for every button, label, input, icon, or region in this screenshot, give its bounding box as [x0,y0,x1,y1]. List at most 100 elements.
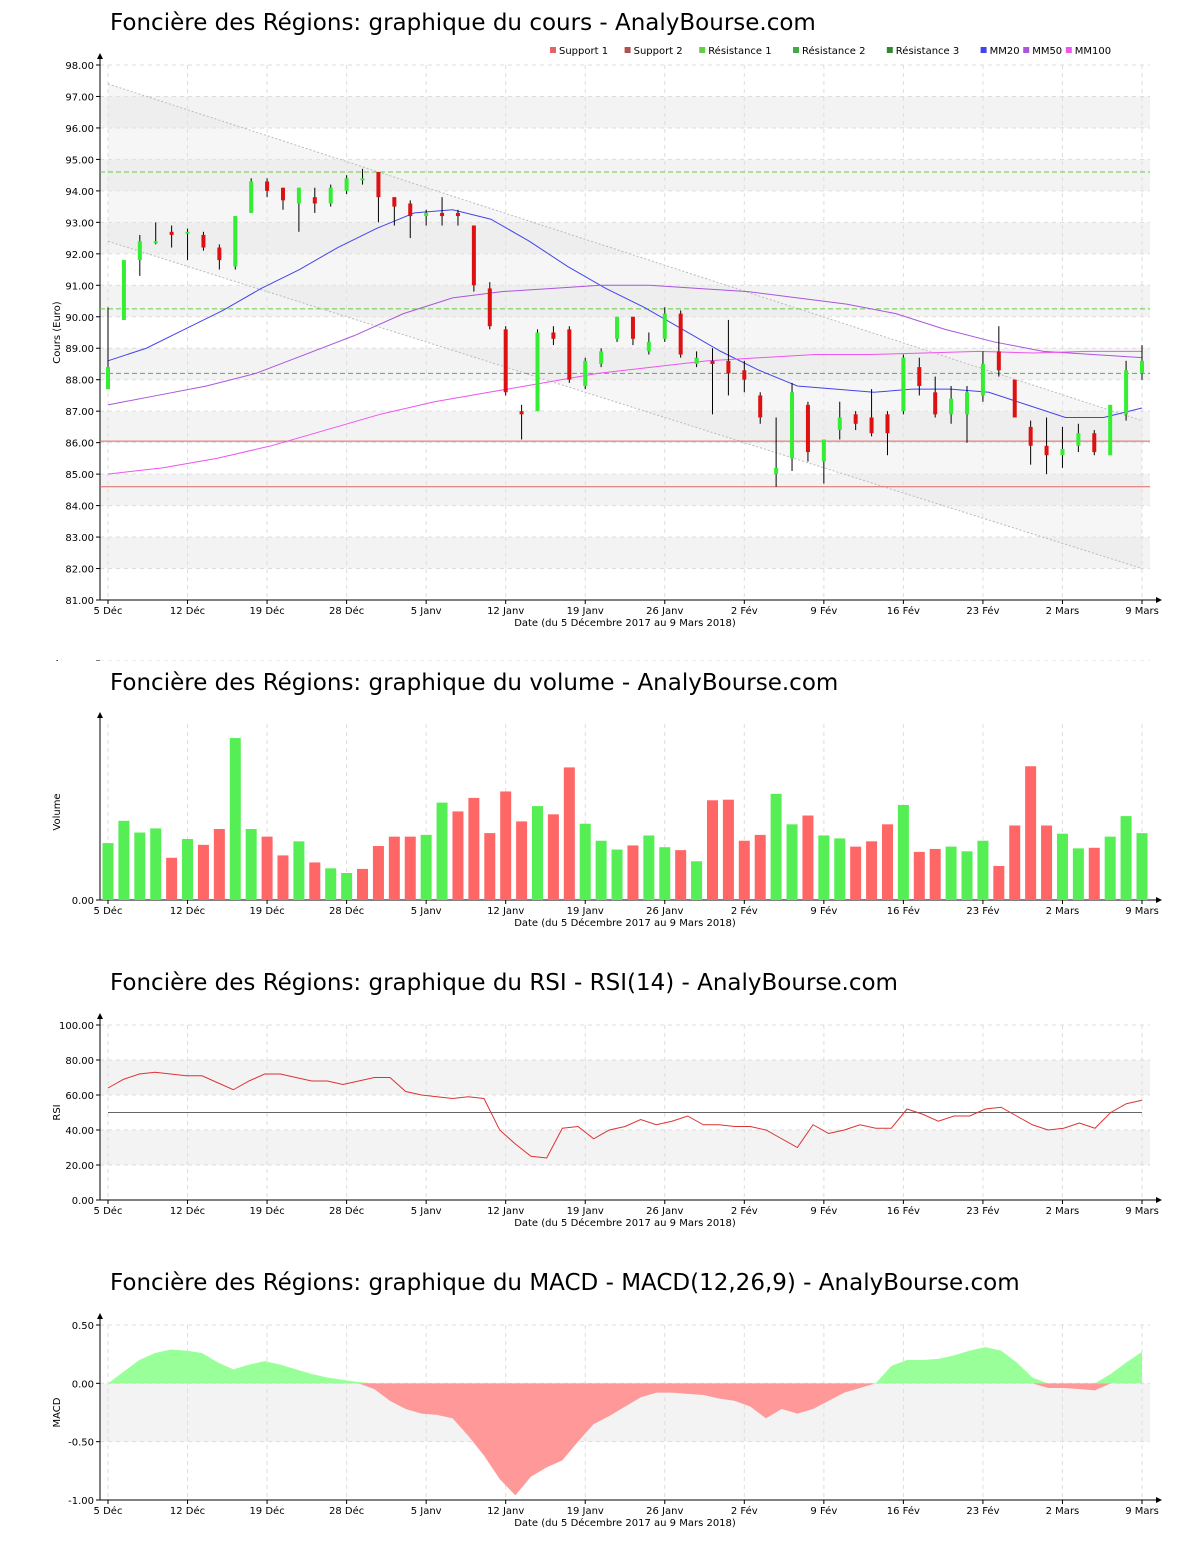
volume-bar [452,811,464,900]
rsi-chart: 0.00 20.00 40.00 60.00 80.00 100.00 5 Déc 12 Dé… [52,1013,1162,1229]
volume-y-axis-label: Volume [52,793,63,830]
volume-x-tick-label: 23 Fév [966,905,999,917]
volume-bar [1025,766,1037,900]
volume-bar [913,851,925,900]
candle-body [312,197,317,204]
trend-channel [108,83,1142,569]
volume-bar [293,841,305,900]
macd-x-arrow [1156,1497,1162,1503]
volume-bar [1104,836,1116,900]
price-x-tick-label: 12 Janv [487,606,524,617]
macd-negative-area [108,1383,1142,1496]
rsi-x-tick-label: 12 Janv [487,1206,524,1217]
price-grid-band [100,537,1150,569]
legend-label: MM20 [990,46,1020,57]
volume-y-tick-label: 200,000.00 [37,660,94,663]
candle-body [328,187,333,204]
volume-bar [341,873,353,900]
volume-bar [325,868,337,900]
candle-body [583,360,588,386]
volume-bar [818,835,830,900]
volume-bar [579,823,591,900]
volume-bar [802,815,814,900]
rsi-x-tick-label: 2 Fév [731,1205,758,1217]
macd-x-tick-label: 23 Fév [966,1505,999,1517]
candle-body [805,404,810,453]
rsi-y-tick-label: 0.00 [72,1196,94,1207]
candle-body [440,212,445,217]
candle-body [599,351,604,364]
rsi-x-tick-label: 23 Fév [966,1205,999,1217]
trend-line-upper [107,83,1143,422]
legend-label: MM100 [1075,46,1111,57]
volume-bar [436,802,448,900]
volume-bar [675,850,687,900]
volume-x-tick-label: 9 Fév [810,905,837,917]
volume-x-tick-label: 2 Fév [731,905,758,917]
candle-body [567,329,572,380]
macd-x-tick-label: 9 Fév [810,1505,837,1517]
volume-bar [850,846,862,900]
volume-bar [197,844,209,900]
price-x-tick-label: 9 Mars [1125,606,1159,617]
price-y-tick-label: 90.00 [65,313,94,324]
candle-body [408,203,413,217]
volume-bar [118,820,130,900]
rsi-y-tick-label: 100.00 [59,1021,94,1032]
price-x-tick-label: 19 Déc [249,605,284,617]
price-grid-band [100,474,1150,506]
macd-y-axis-label: MACD [52,1397,63,1427]
macd-x-tick-label: 28 Déc [329,1505,364,1517]
candle-body [726,360,731,374]
candle-body [296,187,301,204]
volume-bar [357,868,369,900]
volume-x-tick-label: 5 Janv [411,906,442,917]
macd-x-tick-label: 5 Déc [94,1505,123,1517]
candle-body [519,411,524,415]
candle-body [821,439,826,462]
macd-y-tick-label: 0.00 [72,1379,94,1390]
legend-swatch [624,47,631,53]
volume-bar [484,833,496,900]
volume-bar [977,840,989,900]
candle-body [774,467,779,475]
rsi-y-tick-label: 40.00 [65,1126,94,1137]
volume-x-tick-label: 16 Fév [887,905,920,917]
volume-bar [770,793,782,900]
price-grid-band [100,348,1150,380]
rsi-x-arrow [1156,1197,1162,1203]
volume-bar [738,840,750,900]
volume-bar [372,846,384,900]
volume-y-arrow [97,712,103,718]
candle-body [678,313,683,355]
rsi-x-tick-label: 5 Déc [94,1205,123,1217]
candle-body [646,341,651,352]
candle-body [662,313,667,339]
volume-x-tick-label: 5 Déc [94,905,123,917]
legend-swatch [550,47,556,53]
legend-swatch [699,47,706,53]
candle-body [455,212,460,217]
price-y-tick-label: 87.00 [65,407,94,418]
rsi-x-tick-label: 12 Déc [170,1205,205,1217]
macd-x-tick-label: 12 Janv [487,1506,524,1517]
volume-bar [261,836,273,900]
legend-label: Support 2 [634,46,683,57]
macd-x-axis-label: Date (du 5 Décembre 2017 au 9 Mars 2018) [514,1517,736,1529]
volume-y-tick-label: 150,000.00 [37,660,94,663]
price-x-tick-label: 28 Déc [329,605,364,617]
volume-chart: 0.00 50,000.00100,000.00150,000.00200,000… [37,660,1162,929]
candle-body [535,332,540,412]
price-y-tick-label: 88.00 [65,376,94,387]
price-y-tick-label: 93.00 [65,218,94,229]
macd-x-tick-label: 16 Fév [887,1505,920,1517]
price-y-tick-label: 97.00 [65,92,94,103]
macd-x-tick-label: 26 Janv [646,1506,683,1517]
volume-bar [993,865,1005,900]
candle-body [965,392,970,415]
volume-y-tick-label: 300,000.00 [37,660,94,663]
rsi-x-tick-label: 9 Mars [1125,1206,1159,1217]
candle-body [630,316,635,339]
price-chart: 81.00 82.00 83.00 84.00 85.00 86.00 87.00 88.00… [52,45,1162,629]
macd-panel: Foncière des Régions: graphique du MACD … [0,1260,1200,1550]
